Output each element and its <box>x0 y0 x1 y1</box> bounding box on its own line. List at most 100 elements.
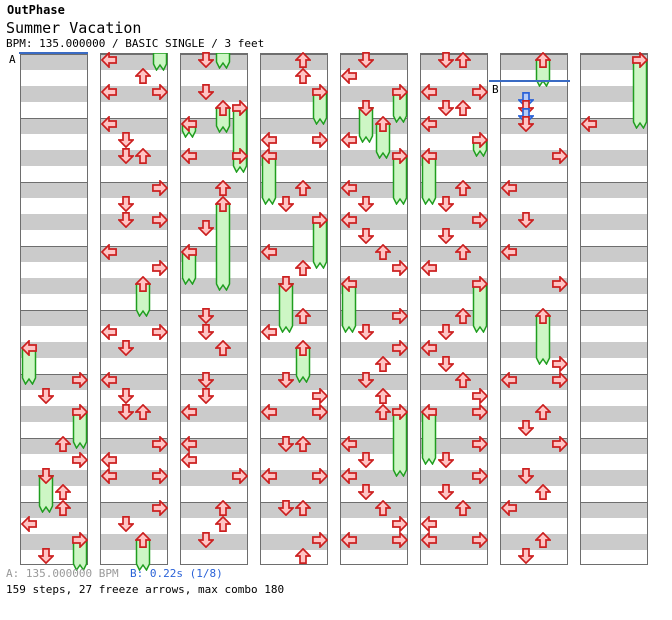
arrow-down-step-icon <box>356 324 376 341</box>
arrow-up-step-icon <box>533 403 553 420</box>
arrow-up-step-icon <box>453 307 473 324</box>
arrow-down-step-icon <box>116 516 136 533</box>
arrow-down-step-icon <box>116 196 136 213</box>
freeze-body <box>72 410 88 453</box>
freeze-body <box>392 410 408 481</box>
arrow-down-step-icon <box>356 52 376 69</box>
arrow-left-step-icon <box>100 466 117 486</box>
arrow-up-step-icon <box>453 371 473 388</box>
arrow-left-step-icon <box>20 514 37 534</box>
arrow-up-step-icon <box>533 531 553 548</box>
arrow-up-step-icon <box>213 515 233 532</box>
arrow-up-step-icon <box>453 243 473 260</box>
arrow-down-step-icon <box>516 420 536 437</box>
arrow-down-step-icon <box>196 220 216 237</box>
arrow-left-step-icon <box>420 258 437 278</box>
arrow-down-step-icon <box>436 484 456 501</box>
arrow-up-step-icon <box>453 179 473 196</box>
arrow-down-step-icon <box>356 452 376 469</box>
arrow-right-freeze-head-icon <box>72 530 89 550</box>
chart-column-8 <box>580 53 648 565</box>
arrow-left-step-icon <box>100 370 117 390</box>
arrow-down-step-icon <box>436 228 456 245</box>
arrow-right-step-icon <box>152 258 169 278</box>
arrow-left-step-icon <box>340 466 357 486</box>
chart-meta: BPM: 135.000000 / BASIC SINGLE / 3 feet <box>6 37 265 50</box>
arrow-left-step-icon <box>100 242 117 262</box>
arrow-right-step-icon <box>72 450 89 470</box>
arrow-left-step-icon <box>340 530 357 550</box>
arrow-left-step-icon <box>420 82 437 102</box>
arrow-left-freeze-head-icon <box>180 242 197 262</box>
arrow-up-freeze-head-icon <box>213 99 233 116</box>
arrow-right-step-icon <box>472 386 489 406</box>
artist-name: OutPhase <box>7 3 65 17</box>
arrow-right-step-icon <box>152 434 169 454</box>
freeze-body <box>358 106 374 147</box>
arrow-right-step-icon <box>152 210 169 230</box>
arrow-left-step-icon <box>500 242 517 262</box>
freeze-body <box>312 90 328 129</box>
freeze-body <box>312 218 328 273</box>
marker-b-info: B: 0.22s (1/8) <box>130 567 223 580</box>
arrow-down-step-icon <box>116 388 136 405</box>
arrow-right-freeze-head-icon <box>632 50 649 70</box>
arrow-right-step-icon <box>312 466 329 486</box>
arrow-down-step-icon <box>436 52 456 69</box>
freeze-body <box>421 410 437 469</box>
arrow-left-freeze-head-icon <box>180 114 197 134</box>
arrow-right-step-icon <box>152 82 169 102</box>
arrow-left-step-icon <box>420 530 437 550</box>
arrow-down-step-icon <box>196 324 216 341</box>
arrow-up-freeze-head-icon <box>293 339 313 356</box>
arrow-right-step-icon <box>72 370 89 390</box>
arrow-down-step-icon <box>116 132 136 149</box>
arrow-left-step-icon <box>260 402 277 422</box>
arrow-right-step-icon <box>312 386 329 406</box>
arrow-left-step-icon <box>180 146 197 166</box>
arrow-down-step-icon <box>356 372 376 389</box>
arrow-down-step-icon <box>356 228 376 245</box>
arrow-left-step-icon <box>180 450 197 470</box>
arrow-right-step-icon <box>472 530 489 550</box>
arrow-down-step-icon <box>36 388 56 405</box>
arrow-down-step-icon <box>196 52 216 69</box>
arrow-up-step-icon <box>293 307 313 324</box>
arrow-left-step-icon <box>340 434 357 454</box>
arrow-right-step-icon <box>552 354 569 374</box>
arrow-left-step-icon <box>500 370 517 390</box>
arrow-up-freeze-head-icon <box>373 115 393 132</box>
arrow-down-step-icon <box>196 84 216 101</box>
freeze-body <box>21 346 37 389</box>
arrow-down-step-icon <box>116 404 136 421</box>
arrow-left-step-icon <box>260 466 277 486</box>
arrow-right-step-icon <box>232 466 249 486</box>
freeze-body <box>152 52 168 75</box>
arrow-down-step-icon <box>116 148 136 165</box>
arrow-down-step-icon <box>436 356 456 373</box>
arrow-down-step-icon <box>276 436 296 453</box>
arrow-right-step-icon <box>312 130 329 150</box>
arrow-right-step-icon <box>552 434 569 454</box>
arrow-left-step-icon <box>260 130 277 150</box>
freeze-body <box>392 154 408 209</box>
arrow-left-step-icon <box>420 114 437 134</box>
arrow-right-step-icon <box>392 306 409 326</box>
arrow-up-step-icon <box>213 339 233 356</box>
arrow-left-freeze-head-icon <box>420 402 437 422</box>
arrow-right-step-icon <box>312 402 329 422</box>
freeze-body <box>421 154 437 209</box>
arrow-left-step-icon <box>420 514 437 534</box>
arrow-up-step-icon <box>53 499 73 516</box>
arrow-right-freeze-head-icon <box>392 82 409 102</box>
freeze-body <box>38 474 54 517</box>
arrow-left-step-icon <box>100 114 117 134</box>
arrow-left-step-icon <box>180 402 197 422</box>
arrow-up-step-icon <box>293 435 313 452</box>
arrow-up-step-icon <box>373 499 393 516</box>
arrow-down-step-icon <box>196 388 216 405</box>
arrow-left-step-icon <box>340 178 357 198</box>
arrow-down-step-icon <box>196 308 216 325</box>
arrow-left-step-icon <box>340 66 357 86</box>
